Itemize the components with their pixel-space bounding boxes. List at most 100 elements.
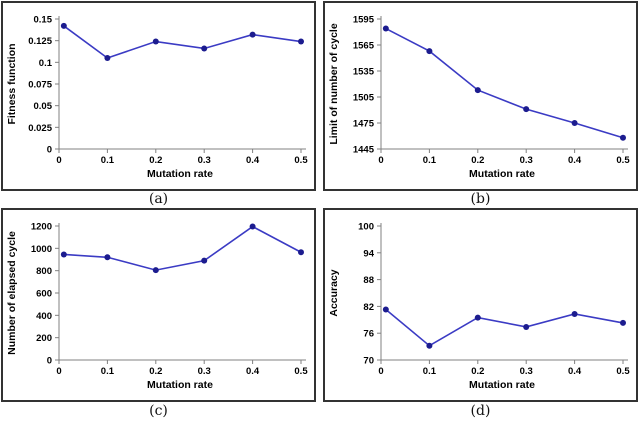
data-point	[523, 106, 530, 113]
figure-cell-c: 0 200 400 600 800 1000 1200 0 0.1 0.2 0.3 0.4 0.5 Num…	[1, 208, 316, 421]
y-tick-label: 1200	[31, 222, 52, 233]
x-axis-title: Mutation rate	[147, 168, 213, 180]
data-point	[201, 257, 208, 264]
x-tick-label: 0	[56, 155, 61, 166]
y-tick-label: 1475	[353, 119, 375, 130]
chart-a-canvas: 0 0.025 0.05 0.075 0.1 0.125 0.15 0 0.1 0.2 0.3 0.4…	[6, 15, 308, 181]
data-point	[426, 342, 433, 349]
data-point	[474, 314, 481, 321]
x-tick-label: 0.4	[246, 155, 260, 166]
x-axis-title: Mutation rate	[147, 379, 213, 391]
chart-c-canvas: 0 200 400 600 800 1000 1200 0 0.1 0.2 0.3 0.4 0.5 Num…	[6, 222, 308, 392]
x-tick-label: 0.5	[294, 366, 308, 377]
y-tick-label: 0.125	[28, 36, 52, 47]
x-tick-label: 0.1	[101, 155, 115, 166]
figure-cell-d: 70 76 82 88 94 100 0 0.1 0.2 0.3 0.4 0.5 Accuracy Mut…	[323, 208, 638, 421]
data-point	[571, 120, 578, 126]
y-tick-label: 600	[36, 289, 52, 300]
y-tick-label: 88	[363, 275, 374, 286]
x-tick-label: 0.3	[198, 366, 211, 377]
x-tick-label: 0.5	[294, 155, 308, 166]
y-tick-label: 1445	[353, 145, 375, 156]
caption-c: (c)	[149, 403, 168, 419]
data-line	[385, 27, 624, 139]
y-tick-label: 200	[36, 333, 52, 344]
data-point	[382, 25, 389, 32]
x-tick-label: 0.2	[471, 366, 484, 377]
data-point	[523, 323, 530, 330]
data-point	[382, 306, 389, 313]
y-tick-label: 0.025	[28, 123, 52, 134]
y-tick-label: 1595	[353, 15, 375, 26]
x-tick-label: 0.4	[568, 366, 582, 377]
chart-d-canvas: 70 76 82 88 94 100 0 0.1 0.2 0.3 0.4 0.5 Accuracy Mut…	[328, 222, 630, 392]
y-tick-label: 70	[363, 356, 374, 367]
data-point	[104, 55, 111, 61]
y-tick-label: 1000	[31, 244, 52, 255]
data-line	[385, 308, 624, 347]
y-tick-label: 0	[47, 356, 52, 367]
caption-d: (d)	[470, 403, 491, 419]
y-tick-label: 76	[363, 329, 374, 340]
y-axis-title: Number of elapsed cycle	[6, 231, 18, 355]
y-tick-label: 800	[36, 266, 52, 277]
y-tick-label: 100	[358, 222, 374, 233]
data-point	[249, 31, 256, 38]
x-tick-label: 0.5	[616, 366, 630, 377]
y-tick-label: 0.05	[34, 101, 53, 112]
y-tick-label: 0.1	[39, 58, 53, 69]
data-point	[426, 48, 433, 55]
data-point	[152, 38, 159, 45]
y-axis-title: Limit of number of cycle	[328, 23, 340, 145]
chart-panel-b: 1445 1475 1505 1535 1565 1595 0 0.1 0.2 0.3 0.4 0.5…	[323, 1, 638, 191]
y-axis-title: Fitness function	[6, 43, 18, 124]
chart-b-canvas: 1445 1475 1505 1535 1565 1595 0 0.1 0.2 0.3 0.4 0.5…	[328, 15, 630, 181]
data-point	[152, 267, 159, 274]
data-point	[298, 249, 304, 256]
y-tick-label: 1535	[353, 67, 375, 78]
data-point	[60, 251, 67, 258]
x-tick-label: 0.1	[423, 366, 437, 377]
x-axis-title: Mutation rate	[469, 168, 535, 180]
x-tick-label: 0	[56, 366, 61, 377]
data-line	[63, 25, 302, 59]
y-tick-label: 94	[363, 248, 374, 259]
y-tick-label: 82	[363, 302, 374, 313]
x-tick-label: 0	[378, 366, 383, 377]
x-axis-title: Mutation rate	[469, 379, 535, 391]
data-line	[63, 225, 302, 271]
x-tick-label: 0.2	[149, 366, 162, 377]
figure-cell-a: 0 0.025 0.05 0.075 0.1 0.125 0.15 0 0.1 0.2 0.3 0.4…	[1, 1, 316, 208]
data-point	[620, 134, 626, 141]
x-tick-label: 0	[378, 155, 383, 166]
chart-panel-c: 0 200 400 600 800 1000 1200 0 0.1 0.2 0.3 0.4 0.5 Num…	[1, 208, 316, 402]
y-tick-label: 0.075	[28, 80, 52, 91]
y-tick-label: 1505	[353, 93, 375, 104]
figure-cell-b: 1445 1475 1505 1535 1565 1595 0 0.1 0.2 0.3 0.4 0.5…	[323, 1, 638, 208]
y-tick-label: 400	[36, 311, 52, 322]
y-tick-label: 0.15	[34, 15, 53, 26]
caption-b: (b)	[470, 191, 491, 207]
x-tick-label: 0.4	[246, 366, 260, 377]
data-point	[620, 319, 626, 326]
y-tick-label: 1565	[353, 41, 375, 52]
data-point	[571, 310, 578, 317]
data-point	[298, 38, 304, 45]
x-tick-label: 0.3	[520, 366, 533, 377]
x-tick-label: 0.3	[520, 155, 533, 166]
x-tick-label: 0.2	[149, 155, 162, 166]
chart-panel-a: 0 0.025 0.05 0.075 0.1 0.125 0.15 0 0.1 0.2 0.3 0.4…	[1, 1, 316, 191]
x-tick-label: 0.4	[568, 155, 582, 166]
data-point	[474, 87, 481, 94]
caption-a: (a)	[148, 191, 169, 207]
y-tick-label: 0	[47, 145, 52, 156]
x-tick-label: 0.2	[471, 155, 484, 166]
x-tick-label: 0.1	[423, 155, 437, 166]
data-point	[104, 254, 111, 261]
data-point	[249, 223, 256, 230]
data-point	[60, 22, 67, 29]
x-tick-label: 0.5	[616, 155, 630, 166]
y-axis-title: Accuracy	[328, 269, 340, 316]
chart-panel-d: 70 76 82 88 94 100 0 0.1 0.2 0.3 0.4 0.5 Accuracy Mut…	[323, 208, 638, 402]
